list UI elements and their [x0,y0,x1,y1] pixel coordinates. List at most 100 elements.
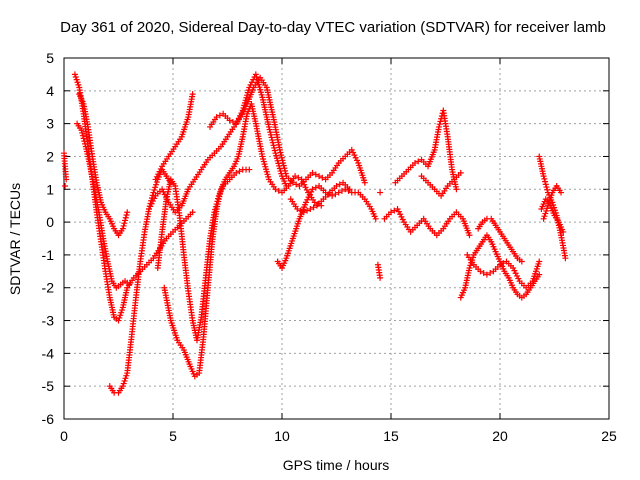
data-point [329,192,336,199]
axis-ticks: 0 5 10 15 20 25 -6 -5 -4 -3 -2 -1 0 1 2 3 4 5 [42,50,617,444]
series-track-3 [76,91,131,239]
data-point [164,196,171,203]
data-point [302,184,309,191]
x-tick-label: 0 [60,428,68,444]
data-point [226,117,233,124]
data-points [61,71,569,396]
data-point [515,275,522,282]
data-point [123,211,130,218]
data-point [289,179,296,186]
data-point [271,144,278,151]
series-track-5 [154,166,253,344]
series-track-10 [274,182,379,272]
data-point [487,269,494,276]
data-point [545,200,552,207]
y-tick-label: 4 [46,83,54,99]
data-point [388,209,394,216]
data-point [247,81,254,88]
data-point [395,208,402,215]
data-point [338,187,345,194]
data-point [518,258,525,265]
data-point [544,205,551,212]
data-point [335,189,342,196]
data-point [276,146,283,153]
data-point [543,184,550,191]
series-track-16 [464,251,543,291]
data-point [466,265,473,272]
data-point [79,129,86,136]
data-point [238,110,245,117]
data-point [551,204,558,211]
data-point [453,186,460,193]
data-point [159,186,166,193]
data-point [544,202,551,209]
x-tick-label: 10 [274,428,290,444]
data-point [303,186,310,193]
data-point [394,205,401,212]
data-point [294,205,301,212]
data-point [377,189,384,196]
series-track-14 [418,169,464,199]
y-tick-label: 2 [46,148,54,164]
data-point [156,168,163,175]
data-point [189,91,196,98]
data-point [304,207,311,214]
data-point [540,215,547,222]
data-point [312,171,319,178]
data-point [352,154,359,161]
y-tick-label: -1 [42,247,55,263]
data-point [305,194,312,201]
data-point [319,174,326,181]
data-point [160,188,167,195]
data-point [372,215,379,222]
data-point [82,140,89,147]
data-point [120,222,127,229]
data-point [161,191,168,198]
series-track-21 [61,150,384,281]
data-point [348,146,355,153]
plot-frame [63,57,610,420]
data-point [302,199,309,206]
data-point [118,309,125,316]
data-point [116,314,123,321]
data-point [151,195,158,202]
y-tick-label: 0 [46,214,54,230]
series-track-9 [207,71,290,189]
data-point [149,198,156,205]
data-point [536,271,543,278]
data-point [152,184,159,191]
data-point [157,165,164,172]
data-point [350,149,357,156]
data-point [411,160,418,167]
data-point [435,123,442,130]
data-point [541,175,548,182]
data-point [293,181,300,188]
series-track-11 [287,179,353,216]
data-point [152,181,159,188]
data-point [124,209,131,216]
x-tick-label: 25 [601,428,617,444]
y-tick-label: -4 [42,345,55,361]
series-track-4 [106,166,174,396]
data-point [79,132,86,139]
data-point [74,79,81,86]
data-point [122,375,129,382]
data-point [152,176,159,183]
data-point [316,173,323,180]
data-point [309,186,316,193]
data-point [266,126,273,133]
y-axis-label: SDTVAR / TECUs [7,183,23,295]
data-point [237,112,244,119]
data-point [397,211,404,218]
data-point [307,205,314,212]
data-point [121,220,128,227]
data-point [234,118,241,125]
data-point [304,196,311,203]
data-point [235,115,242,122]
data-point [540,173,547,180]
data-point [270,142,277,149]
grid-lines [64,58,609,419]
data-point [310,204,317,211]
data-point [146,205,153,212]
data-point [246,166,253,173]
